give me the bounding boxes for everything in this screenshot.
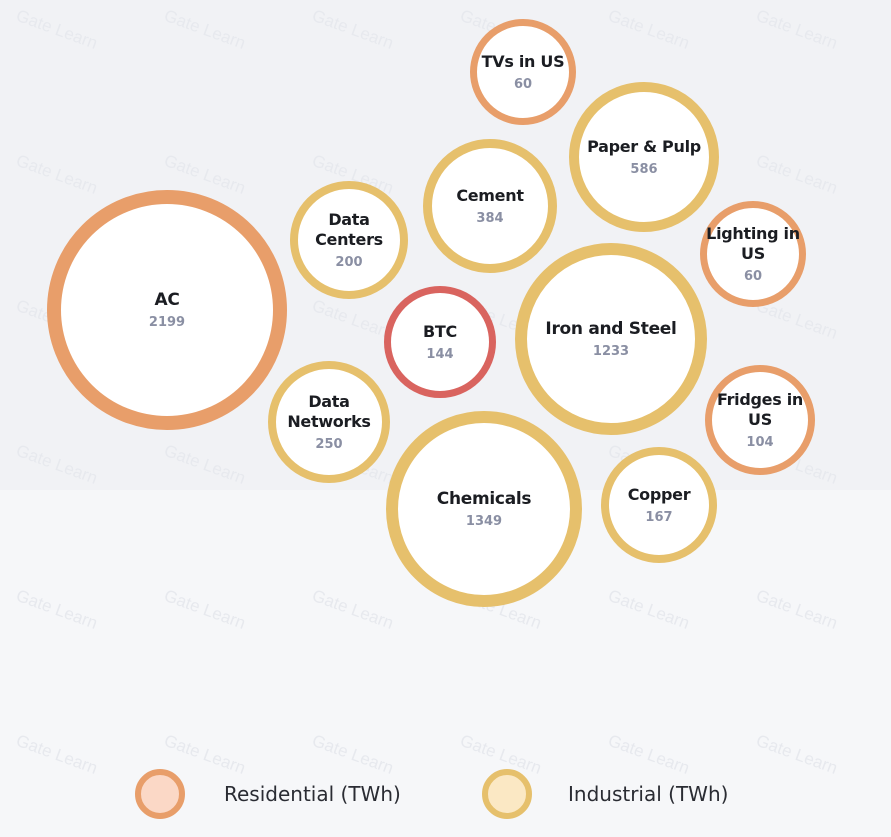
- bubble-label-iron-and-steel: Iron and Steel: [545, 319, 676, 339]
- bubble-circle-data-centers: [290, 181, 408, 299]
- bubble-value-tvs-in-us: 60: [514, 77, 532, 92]
- bubble-label-fridges-in-us: US: [748, 410, 772, 429]
- legend-item-industrial: Industrial (TWh): [482, 769, 728, 819]
- bubble-ac: AC 2199: [47, 190, 287, 430]
- bubble-label-chemicals: Chemicals: [437, 489, 532, 509]
- bubble-label-paper-and-pulp: Paper & Pulp: [587, 137, 701, 156]
- legend-label-industrial: Industrial (TWh): [568, 782, 728, 806]
- bubble-circle-lighting-in-us: [700, 201, 806, 307]
- bubble-copper: Copper 167: [601, 447, 717, 563]
- bubbles-layer: AC 2199 Chemicals 1349 Iron and Steel 1233 Pap…: [47, 19, 815, 607]
- bubble-value-fridges-in-us: 104: [746, 435, 773, 450]
- bubble-label-btc: BTC: [423, 322, 457, 341]
- bubble-value-cement: 384: [476, 211, 503, 226]
- bubble-value-data-networks: 250: [315, 437, 342, 452]
- bubble-paper-and-pulp: Paper & Pulp 586: [569, 82, 719, 232]
- bubble-circle-fridges-in-us: [705, 365, 815, 475]
- bubble-value-lighting-in-us: 60: [744, 269, 762, 284]
- bubble-circle-paper-and-pulp: [569, 82, 719, 232]
- legend-swatch-industrial: [482, 769, 532, 819]
- legend-swatch-residential: [135, 769, 185, 819]
- bubble-iron-and-steel: Iron and Steel 1233: [515, 243, 707, 435]
- bubble-label-data-centers: Data: [328, 210, 369, 229]
- bubble-circle-btc: [384, 286, 496, 398]
- bubble-label-fridges-in-us: Fridges in: [717, 390, 803, 409]
- bubble-circle-iron-and-steel: [515, 243, 707, 435]
- legend: Residential (TWh) Industrial (TWh): [135, 769, 728, 819]
- bubble-circle-ac: [47, 190, 287, 430]
- bubble-circle-data-networks: [268, 361, 390, 483]
- bubble-label-data-centers: Centers: [315, 230, 383, 249]
- bubble-label-lighting-in-us: Lighting in: [706, 224, 800, 243]
- bubble-label-copper: Copper: [628, 485, 691, 504]
- bubble-value-btc: 144: [426, 347, 453, 362]
- legend-item-residential: Residential (TWh): [135, 769, 401, 819]
- bubble-circle-copper: [601, 447, 717, 563]
- bubble-circle-chemicals: [386, 411, 582, 607]
- bubble-value-data-centers: 200: [335, 255, 362, 270]
- bubble-label-ac: AC: [154, 290, 179, 310]
- bubble-label-lighting-in-us: US: [741, 244, 765, 263]
- legend-label-residential: Residential (TWh): [224, 782, 401, 806]
- bubble-circle-cement: [423, 139, 557, 273]
- bubble-circle-tvs-in-us: [470, 19, 576, 125]
- bubble-value-paper-and-pulp: 586: [630, 162, 657, 177]
- bubble-btc: BTC 144: [384, 286, 496, 398]
- bubble-cement: Cement 384: [423, 139, 557, 273]
- bubble-value-ac: 2199: [149, 315, 185, 330]
- bubble-value-iron-and-steel: 1233: [593, 344, 629, 359]
- bubble-label-data-networks: Networks: [287, 412, 370, 431]
- bubble-tvs-in-us: TVs in US 60: [470, 19, 576, 125]
- bubble-chemicals: Chemicals 1349: [386, 411, 582, 607]
- bubble-value-copper: 167: [645, 510, 672, 525]
- bubble-label-data-networks: Data: [308, 392, 349, 411]
- bubble-label-tvs-in-us: TVs in US: [482, 52, 565, 71]
- bubble-label-cement: Cement: [456, 186, 524, 205]
- bubble-value-chemicals: 1349: [466, 514, 502, 529]
